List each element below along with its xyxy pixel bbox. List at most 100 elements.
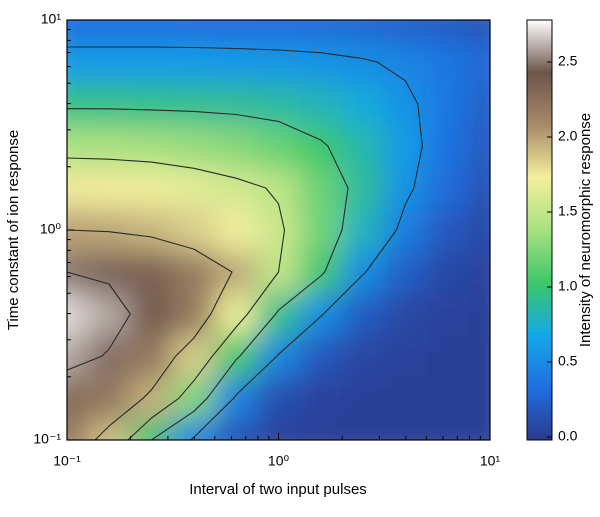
colorbar-tick-label: 0.0 bbox=[558, 428, 578, 444]
heat-cell bbox=[341, 124, 385, 168]
heat-cell bbox=[87, 166, 131, 210]
heat-cell bbox=[67, 166, 89, 210]
heat-cell bbox=[87, 40, 131, 84]
heat-cell bbox=[383, 40, 428, 84]
heat-cell bbox=[383, 20, 428, 42]
heat-cell bbox=[172, 418, 216, 440]
heat-cell bbox=[383, 334, 428, 378]
heat-cell bbox=[426, 124, 470, 168]
contours bbox=[67, 46, 423, 440]
heat-cell bbox=[383, 292, 428, 336]
y-tick-label: 10⁰ bbox=[40, 221, 62, 237]
heat-cell bbox=[172, 20, 216, 42]
heat-cell bbox=[426, 166, 470, 210]
heat-cell bbox=[87, 292, 131, 336]
heat-cell bbox=[67, 418, 89, 440]
heat-cell bbox=[468, 376, 490, 420]
heat-cell bbox=[426, 20, 470, 42]
heat-cell bbox=[468, 292, 490, 336]
heat-cell bbox=[214, 208, 258, 252]
heat-cell bbox=[129, 20, 174, 42]
colorbar-label: Intensity of neuromorphic response bbox=[577, 113, 594, 347]
heat-cell bbox=[67, 20, 89, 42]
heat-cell bbox=[256, 20, 301, 42]
heat-cell bbox=[426, 292, 470, 336]
heat-cell bbox=[129, 208, 174, 252]
x-tick-label: 10¹ bbox=[480, 453, 501, 469]
heat-cell bbox=[67, 334, 89, 378]
heat-cell bbox=[426, 250, 470, 294]
heat-cell bbox=[468, 334, 490, 378]
heat-cell bbox=[256, 208, 301, 252]
heat-cell bbox=[129, 292, 174, 336]
heat-cell bbox=[426, 334, 470, 378]
heat-cell bbox=[299, 166, 343, 210]
heat-cell bbox=[468, 124, 490, 168]
heat-cell bbox=[383, 250, 428, 294]
heat-cell bbox=[214, 292, 258, 336]
heat-cell bbox=[341, 418, 385, 440]
heat-cell bbox=[214, 418, 258, 440]
cells bbox=[67, 20, 490, 440]
heat-cell bbox=[341, 82, 385, 126]
heat-cell bbox=[172, 334, 216, 378]
heat-cell bbox=[129, 334, 174, 378]
heat-cell bbox=[214, 82, 258, 126]
y-axis-label: Time constant of ion response bbox=[5, 130, 22, 330]
contour-line bbox=[67, 271, 131, 371]
heat-cell bbox=[129, 418, 174, 440]
heat-cell bbox=[468, 40, 490, 84]
heat-cell bbox=[87, 20, 131, 42]
x-axis-label: Interval of two input pulses bbox=[189, 481, 367, 498]
heat-cell bbox=[129, 250, 174, 294]
heat-cell bbox=[214, 376, 258, 420]
heat-cell bbox=[299, 124, 343, 168]
heat-cell bbox=[341, 208, 385, 252]
heat-cell bbox=[87, 376, 131, 420]
heat-cell bbox=[299, 82, 343, 126]
heat-cell bbox=[129, 124, 174, 168]
heat-cell bbox=[468, 208, 490, 252]
heat-cell bbox=[341, 20, 385, 42]
heat-cell bbox=[87, 418, 131, 440]
heat-cell bbox=[172, 124, 216, 168]
heat-cell bbox=[341, 250, 385, 294]
heat-cell bbox=[256, 376, 301, 420]
heat-cell bbox=[426, 208, 470, 252]
heat-cell bbox=[299, 334, 343, 378]
heat-cell bbox=[256, 40, 301, 84]
heat-cell bbox=[214, 334, 258, 378]
heat-cell bbox=[468, 82, 490, 126]
heat-cell bbox=[341, 40, 385, 84]
heat-cell bbox=[468, 20, 490, 42]
colorbar-tick-label: 0.5 bbox=[558, 353, 578, 369]
heat-cell bbox=[468, 166, 490, 210]
heat-cell bbox=[299, 376, 343, 420]
heat-cell bbox=[87, 82, 131, 126]
heat-cell bbox=[256, 418, 301, 440]
heat-cell bbox=[341, 166, 385, 210]
heat-cell bbox=[468, 250, 490, 294]
heat-cell bbox=[67, 40, 89, 84]
y-tick-label: 10⁻¹ bbox=[33, 431, 61, 447]
heat-cell bbox=[299, 250, 343, 294]
heat-cell bbox=[299, 292, 343, 336]
heat-cell bbox=[426, 418, 470, 440]
heat-cell bbox=[129, 376, 174, 420]
heat-cell bbox=[214, 166, 258, 210]
heat-cell bbox=[426, 376, 470, 420]
colorbar bbox=[526, 19, 553, 441]
heat-cell bbox=[383, 376, 428, 420]
colorbar-tick-label: 2.5 bbox=[558, 53, 578, 69]
y-tick-label: 10¹ bbox=[41, 11, 62, 27]
heat-cell bbox=[129, 82, 174, 126]
heat-cell bbox=[67, 124, 89, 168]
heat-cell bbox=[214, 124, 258, 168]
heat-cell bbox=[172, 250, 216, 294]
heat-cell bbox=[383, 208, 428, 252]
heat-cell bbox=[341, 376, 385, 420]
heat-cell bbox=[256, 82, 301, 126]
heat-cell bbox=[87, 208, 131, 252]
heat-cell bbox=[87, 124, 131, 168]
heatmap bbox=[67, 20, 490, 440]
